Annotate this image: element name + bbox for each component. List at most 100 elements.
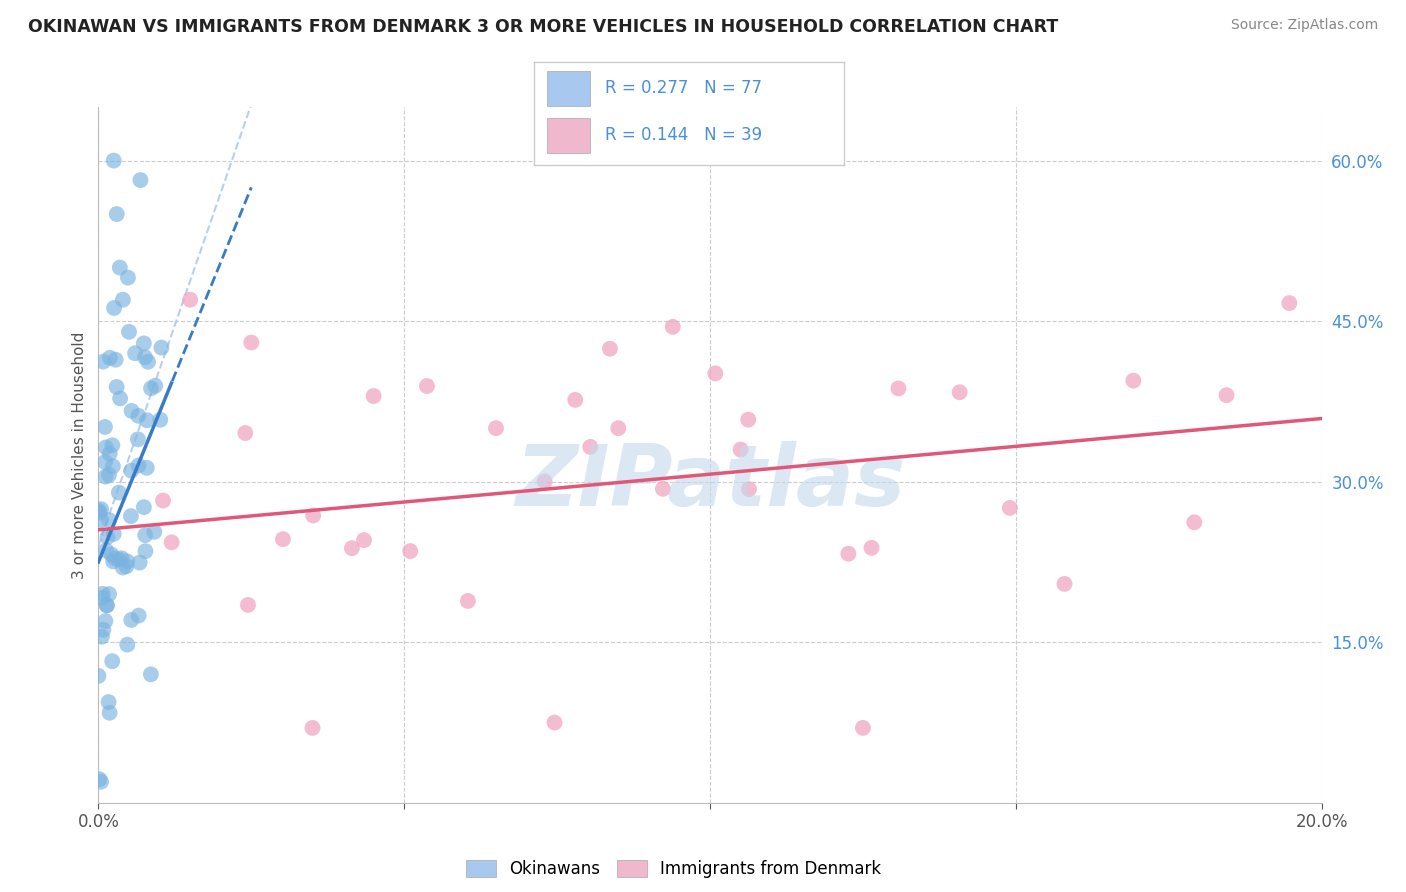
Point <box>233 425 256 440</box>
Point <box>89 506 111 520</box>
Point <box>738 482 761 496</box>
Point <box>533 475 555 489</box>
Point <box>91 354 114 368</box>
Point <box>117 554 139 568</box>
Point <box>651 482 673 496</box>
Bar <box>547 118 591 153</box>
Bar <box>547 70 591 105</box>
Point <box>98 447 121 461</box>
Point <box>887 381 910 395</box>
Point <box>87 669 110 683</box>
Point <box>91 587 114 601</box>
Point <box>101 554 124 568</box>
Point <box>90 630 112 644</box>
Point <box>136 355 159 369</box>
Point <box>416 379 439 393</box>
Point <box>1053 577 1076 591</box>
Point <box>103 153 125 168</box>
Legend: Okinawans, Immigrants from Denmark: Okinawans, Immigrants from Denmark <box>458 854 887 885</box>
Point <box>105 380 128 394</box>
Point <box>103 527 125 541</box>
Point <box>457 594 479 608</box>
Point <box>94 441 117 455</box>
Point <box>128 608 150 623</box>
Point <box>117 270 139 285</box>
Point <box>120 464 142 478</box>
Text: R = 0.277   N = 77: R = 0.277 N = 77 <box>606 79 762 97</box>
Point <box>179 293 201 307</box>
Point <box>90 513 112 527</box>
Point <box>101 459 124 474</box>
Point <box>704 367 727 381</box>
Point <box>96 599 118 613</box>
Point <box>852 721 875 735</box>
Point <box>101 438 124 452</box>
Point <box>127 458 149 473</box>
Point <box>108 485 131 500</box>
Text: ZIPatlas: ZIPatlas <box>515 442 905 524</box>
Point <box>121 404 143 418</box>
Point <box>1182 516 1205 530</box>
Point <box>139 381 162 395</box>
Point <box>127 409 149 423</box>
Point <box>97 695 120 709</box>
Text: Source: ZipAtlas.com: Source: ZipAtlas.com <box>1230 18 1378 32</box>
Point <box>134 350 156 364</box>
Point <box>100 547 122 561</box>
Point <box>104 551 127 566</box>
Point <box>579 440 602 454</box>
Point <box>98 351 121 365</box>
Point <box>730 442 752 457</box>
Point <box>135 460 157 475</box>
Point <box>271 532 294 546</box>
Point <box>353 533 375 548</box>
Point <box>837 547 859 561</box>
Point <box>363 389 385 403</box>
Point <box>160 535 183 549</box>
Point <box>607 421 630 435</box>
Text: OKINAWAN VS IMMIGRANTS FROM DENMARK 3 OR MORE VEHICLES IN HOUSEHOLD CORRELATION : OKINAWAN VS IMMIGRANTS FROM DENMARK 3 OR… <box>28 18 1059 36</box>
Point <box>737 412 759 426</box>
Point <box>661 319 683 334</box>
Point <box>132 500 155 515</box>
Point <box>143 524 166 539</box>
Point <box>103 301 125 315</box>
Point <box>998 500 1021 515</box>
Point <box>91 591 114 605</box>
Point <box>139 667 162 681</box>
Point <box>96 599 118 613</box>
Point <box>949 385 972 400</box>
Point <box>134 528 156 542</box>
Point <box>340 541 363 556</box>
Point <box>150 341 173 355</box>
Point <box>120 613 142 627</box>
Point <box>96 530 118 544</box>
Point <box>94 469 117 483</box>
Point <box>93 623 115 637</box>
Point <box>485 421 508 435</box>
Point <box>89 772 111 787</box>
Point <box>98 706 121 720</box>
Point <box>564 392 586 407</box>
Point <box>94 420 117 434</box>
Text: R = 0.144   N = 39: R = 0.144 N = 39 <box>606 127 762 145</box>
Point <box>1215 388 1237 402</box>
Point <box>1122 374 1144 388</box>
Point <box>302 508 325 523</box>
Point <box>108 260 131 275</box>
Point <box>97 513 120 527</box>
Point <box>236 598 259 612</box>
Point <box>98 587 121 601</box>
Point <box>111 293 134 307</box>
Point <box>108 392 131 406</box>
Point <box>117 638 139 652</box>
Point <box>301 721 323 735</box>
Point <box>143 378 166 392</box>
Point <box>399 544 422 558</box>
Y-axis label: 3 or more Vehicles in Household: 3 or more Vehicles in Household <box>72 331 87 579</box>
Point <box>136 413 159 427</box>
Point <box>120 509 142 524</box>
Point <box>87 503 110 517</box>
Point <box>94 455 117 469</box>
Point <box>124 346 146 360</box>
